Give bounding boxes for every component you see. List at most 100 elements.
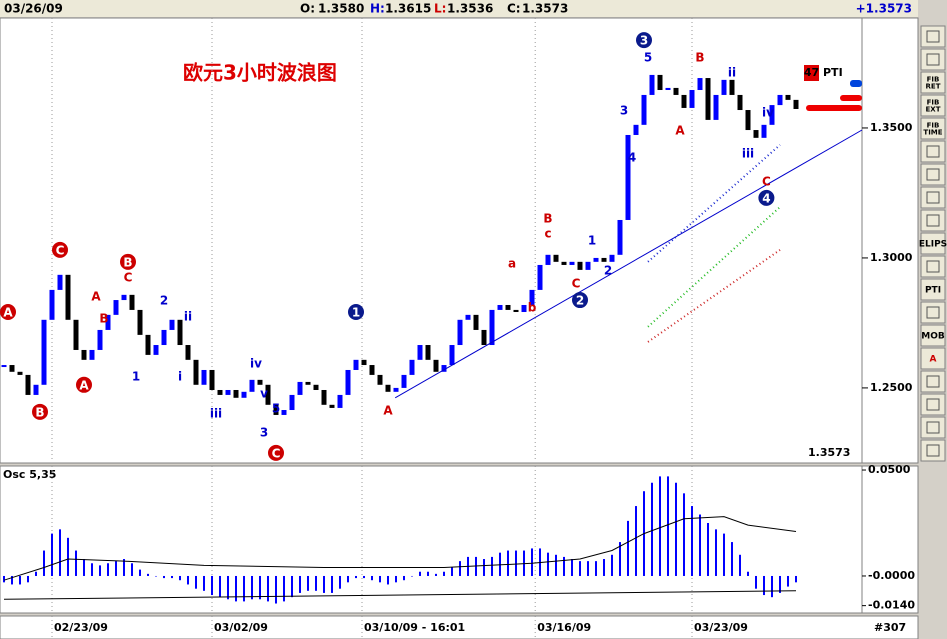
candle: [433, 359, 439, 372]
toolbar-button[interactable]: [920, 324, 946, 347]
osc-bar: [763, 575, 765, 596]
osc-bar: [611, 554, 613, 576]
wave-label: 2: [576, 294, 584, 308]
candle: [609, 254, 615, 262]
wave-label: 4: [762, 191, 770, 205]
time-axis: [0, 615, 919, 639]
x-tick-label: 03/10/09 - 16:01: [364, 621, 465, 634]
osc-bar: [515, 550, 517, 576]
osc-bar: [587, 561, 589, 576]
candle: [361, 359, 367, 366]
candle: [633, 124, 639, 135]
wave-label: C: [572, 276, 581, 290]
osc-bar: [115, 561, 117, 576]
candle: [161, 329, 167, 346]
osc-bar: [315, 575, 317, 591]
toolbar-button[interactable]: [920, 278, 946, 301]
toolbar-icon: [926, 168, 940, 181]
wave-label: iv: [762, 105, 774, 119]
candle: [321, 389, 327, 405]
toolbar-button[interactable]: [920, 25, 946, 48]
trend-line: [647, 206, 781, 328]
trend-line: [394, 129, 863, 399]
osc-bar: [443, 571, 445, 576]
wave-label: B: [99, 311, 108, 325]
wave-label: C: [56, 243, 65, 257]
candle: [393, 387, 399, 392]
candle: [81, 349, 87, 360]
osc-bar: [83, 559, 85, 576]
toolbar-label: TIME: [923, 129, 942, 137]
osc-bar: [595, 561, 597, 576]
trend-line: [647, 144, 781, 263]
candle: [401, 374, 407, 388]
candle: [25, 374, 31, 395]
candle: [737, 94, 743, 111]
toolbar-button[interactable]: [920, 117, 946, 140]
toolbar-icon: [926, 191, 940, 204]
candle: [121, 294, 127, 301]
candle: [289, 394, 295, 411]
toolbar-button[interactable]: [920, 393, 946, 416]
toolbar-label: RET: [926, 83, 941, 91]
toolbar-button[interactable]: [920, 48, 946, 71]
candle: [601, 257, 607, 262]
osc-bar: [355, 575, 357, 579]
toolbar-button[interactable]: [920, 186, 946, 209]
toolbar-button[interactable]: [920, 370, 946, 393]
osc-bar: [211, 575, 213, 596]
candle: [465, 314, 471, 320]
osc-bar: [699, 514, 701, 576]
wave-label: 1: [132, 369, 140, 383]
osc-bar: [435, 573, 437, 576]
osc-bar: [291, 575, 293, 598]
wave-label: C: [124, 270, 133, 284]
toolbar-button[interactable]: [920, 347, 946, 370]
candle: [313, 384, 319, 390]
candle: [257, 379, 263, 385]
wave-label: 5: [272, 401, 280, 415]
toolbar-button[interactable]: [920, 255, 946, 278]
wave-circle: [268, 444, 284, 461]
toolbar-icon: [926, 421, 940, 434]
candle: [569, 261, 575, 265]
osc-title: Osc 5,35: [3, 468, 56, 481]
osc-bar: [299, 575, 301, 593]
candle: [201, 369, 207, 385]
open-label: O:: [300, 2, 315, 16]
toolbar-button[interactable]: [920, 163, 946, 186]
pti-box: [804, 65, 819, 81]
toolbar-button[interactable]: [920, 94, 946, 117]
candle: [377, 374, 383, 385]
toolbar-button[interactable]: [920, 140, 946, 163]
osc-bar: [715, 529, 717, 576]
toolbar-icon: [926, 214, 940, 227]
candle: [577, 261, 583, 270]
wave-circle: [32, 403, 48, 420]
osc-bar: [347, 575, 349, 583]
candle: [665, 87, 671, 91]
osc-bar: [683, 493, 685, 576]
candle: [265, 384, 271, 405]
osc-bar: [499, 552, 501, 576]
osc-bar: [339, 575, 341, 589]
candle: [65, 274, 71, 320]
candle: [241, 391, 247, 398]
toolbar-button[interactable]: [920, 301, 946, 324]
toolbar-button[interactable]: [920, 416, 946, 439]
candle: [705, 78, 711, 120]
osc-bar: [147, 573, 149, 576]
osc-bar: [243, 575, 245, 602]
toolbar-button[interactable]: [920, 232, 946, 255]
candle: [513, 309, 519, 313]
osc-bar: [331, 575, 333, 593]
osc-bar: [235, 575, 237, 602]
toolbar-button[interactable]: [920, 209, 946, 232]
x-tick-label: 03/23/09: [694, 621, 748, 634]
toolbar-button[interactable]: [920, 71, 946, 94]
osc-bar: [363, 575, 365, 579]
toolbar-button[interactable]: [920, 439, 946, 462]
candle: [721, 79, 727, 95]
candle: [673, 87, 679, 95]
